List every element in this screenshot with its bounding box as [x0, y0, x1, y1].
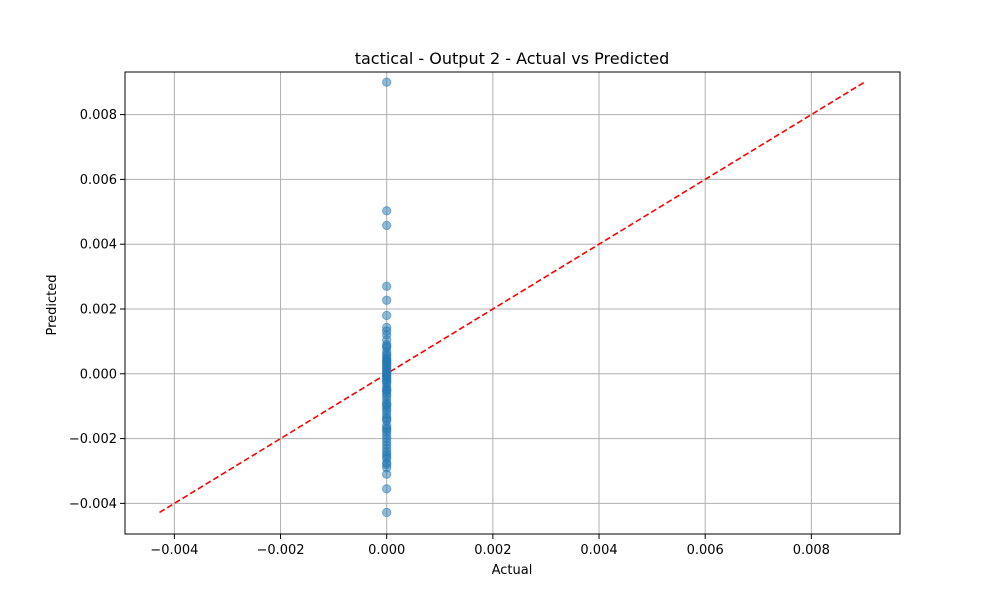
x-tick-label: 0.000: [368, 543, 405, 558]
scatter-point: [381, 399, 392, 410]
x-axis-ticks: −0.004 −0.002 0.000 0.002 0.004 0.006 0.008: [150, 534, 830, 558]
scatter-point: [381, 484, 392, 494]
x-tick-label: −0.004: [150, 543, 198, 558]
scatter-point: [381, 310, 392, 321]
scatter-point: [381, 385, 392, 395]
y-tick-label: 0.002: [80, 302, 117, 317]
chart-title: tactical - Output 2 - Actual vs Predicte…: [355, 49, 670, 68]
y-tick-label: 0.004: [80, 238, 117, 253]
identity-reference-line: [159, 81, 865, 514]
x-tick-label: 0.002: [474, 543, 511, 558]
grid: [125, 72, 900, 534]
x-axis-label: Actual: [492, 563, 533, 578]
plot-frame: [124, 71, 901, 535]
y-axis-label: Predicted: [45, 274, 60, 335]
scatter-point: [381, 206, 392, 216]
x-tick-label: 0.006: [687, 543, 724, 558]
y-axis-ticks: −0.004 −0.002 0.000 0.002 0.004 0.006 0.008: [69, 108, 125, 512]
x-tick-label: 0.004: [580, 543, 617, 558]
x-tick-label: 0.008: [793, 543, 830, 558]
y-tick-label: 0.000: [80, 367, 117, 382]
scatter-point: [381, 281, 392, 292]
scatter-point: [381, 507, 392, 518]
scatter-point: [381, 356, 392, 366]
y-tick-label: 0.006: [80, 173, 117, 188]
scatter-points: [381, 77, 392, 518]
scatter-point: [381, 469, 392, 479]
scatter-point: [381, 341, 392, 351]
scatter-point: [381, 220, 392, 231]
scatter-point: [381, 295, 392, 305]
y-tick-label: 0.008: [80, 108, 117, 123]
reference-line-layer: [159, 81, 865, 514]
x-tick-label: −0.002: [256, 543, 304, 558]
y-tick-label: −0.002: [69, 432, 117, 447]
scatter-point: [381, 77, 392, 87]
scatter-point: [381, 414, 392, 424]
y-tick-label: −0.004: [69, 497, 117, 512]
